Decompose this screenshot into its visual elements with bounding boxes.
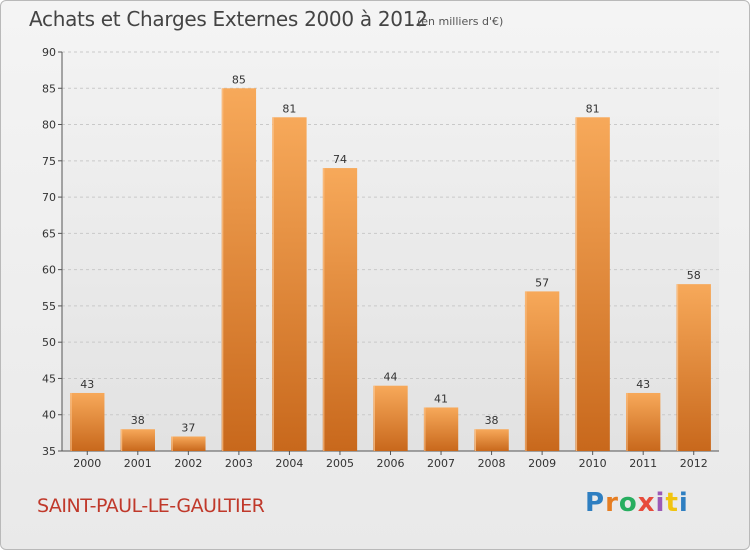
y-tick-label: 35 — [42, 445, 56, 458]
chart-subtitle: (en milliers d'€) — [417, 15, 504, 28]
y-tick-label: 70 — [42, 191, 56, 204]
city-name: SAINT-PAUL-LE-GAULTIER — [37, 495, 265, 517]
y-tick-label: 40 — [42, 409, 56, 422]
bar-value-label: 81 — [282, 102, 296, 115]
logo-letter: r — [605, 488, 619, 518]
y-tick-label: 90 — [42, 46, 56, 59]
bar-value-label: 43 — [636, 378, 650, 391]
proxiti-logo: Proxiti — [585, 488, 689, 518]
y-tick-label: 85 — [42, 82, 56, 95]
bar-value-label: 57 — [535, 276, 549, 289]
bar — [171, 436, 206, 451]
bar-value-label: 81 — [586, 102, 600, 115]
x-tick-label: 2012 — [680, 457, 708, 470]
y-tick-label: 80 — [42, 119, 56, 132]
x-tick-label: 2005 — [326, 457, 354, 470]
bar — [120, 429, 155, 451]
logo-letter: x — [637, 488, 656, 518]
bar-value-label: 58 — [687, 269, 701, 282]
bar-value-label: 74 — [333, 153, 347, 166]
x-tick-label: 2003 — [225, 457, 253, 470]
y-tick-label: 75 — [42, 155, 56, 168]
y-tick-label: 65 — [42, 227, 56, 240]
bar — [676, 284, 711, 451]
bar — [575, 117, 610, 452]
bar — [322, 168, 358, 451]
bar — [474, 429, 509, 451]
bar — [221, 88, 257, 451]
y-tick-label: 60 — [42, 264, 56, 277]
x-tick-label: 2004 — [275, 457, 303, 470]
x-tick-label: 2009 — [528, 457, 556, 470]
bar-value-label: 41 — [434, 392, 448, 405]
x-tick-label: 2006 — [377, 457, 405, 470]
bar-value-label: 38 — [131, 414, 145, 427]
bar — [626, 392, 661, 451]
bar — [373, 385, 408, 451]
x-tick-label: 2007 — [427, 457, 455, 470]
y-tick-label: 55 — [42, 300, 56, 313]
bar — [524, 291, 560, 451]
chart-title: Achats et Charges Externes 2000 à 2012 — [29, 7, 428, 31]
bar — [423, 407, 459, 451]
x-tick-label: 2002 — [174, 457, 202, 470]
x-tick-label: 2010 — [579, 457, 607, 470]
x-tick-label: 2008 — [478, 457, 506, 470]
bar — [70, 392, 105, 451]
bar-value-label: 43 — [80, 378, 94, 391]
x-tick-label: 2011 — [629, 457, 657, 470]
bar-value-label: 38 — [485, 414, 499, 427]
x-tick-label: 2001 — [124, 457, 152, 470]
logo-letter: i — [678, 488, 689, 518]
bar-value-label: 85 — [232, 73, 246, 86]
x-tick-label: 2000 — [73, 457, 101, 470]
y-tick-label: 50 — [42, 336, 56, 349]
logo-letter: t — [665, 488, 679, 518]
bar-value-label: 44 — [384, 371, 398, 384]
logo-letter: o — [618, 488, 638, 518]
logo-letter: P — [585, 488, 606, 518]
logo-letter: i — [655, 488, 666, 518]
bar — [272, 117, 307, 452]
y-tick-label: 45 — [42, 372, 56, 385]
bar-value-label: 37 — [181, 421, 195, 434]
